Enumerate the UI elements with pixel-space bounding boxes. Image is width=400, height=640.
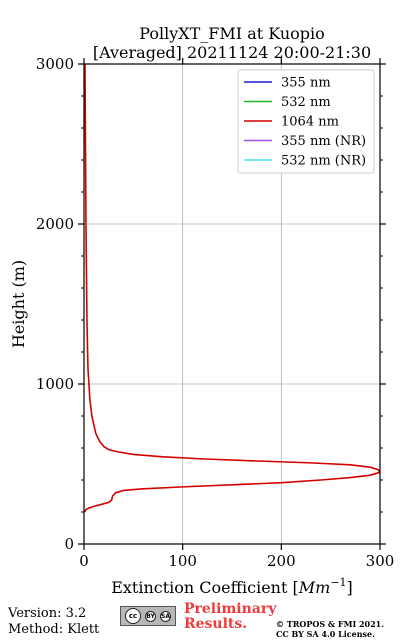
preliminary-line2: Results. (184, 616, 248, 632)
copyright-notice: © TROPOS & FMI 2021. CC BY SA 4.0 Licens… (276, 619, 384, 639)
preliminary-notice: Preliminary Results. (184, 602, 276, 632)
copyright-line2: CC BY SA 4.0 License. (276, 629, 375, 639)
y-tick-label: 3000 (36, 55, 74, 73)
chart-canvas: PollyXT_FMI at Kuopio [Averaged] 2021112… (9, 24, 395, 597)
method-text: Method: Klett (8, 622, 100, 637)
x-tick-label: 100 (168, 552, 197, 570)
preliminary-line1: Preliminary (184, 601, 277, 617)
legend-label: 1064 nm (281, 115, 339, 130)
y-axis-label: Height (m) (9, 260, 28, 348)
chart-title-line1: PollyXT_FMI at Kuopio (139, 24, 325, 43)
x-tick-label: 300 (366, 552, 395, 570)
sa-icon: SA (160, 610, 171, 622)
cc-icon: cc (125, 608, 141, 624)
legend-box (237, 69, 375, 174)
chart-title-line2: [Averaged] 20211124 20:00-21:30 (93, 43, 371, 62)
legend: 355 nm 532 nm 1064 nm 355 nm (NR) 532 nm (NR… (237, 69, 375, 174)
series-line-1064-nm (83, 63, 381, 513)
x-tick-label: 200 (267, 552, 296, 570)
version-info: Version: 3.2 Method: Klett (8, 606, 99, 638)
x-tick-label: 0 (79, 552, 89, 570)
cc-license-badge: cc BY SA (120, 606, 176, 626)
x-axis-label: Extinction Coefficient [Mm−1] (111, 576, 353, 597)
copyright-line1: © TROPOS & FMI 2021. (276, 619, 385, 629)
legend-label: 532 nm (NR) (281, 154, 366, 169)
y-tick-label: 0 (64, 535, 74, 553)
version-text: Version: 3.2 (8, 606, 87, 621)
plot-frame (83, 63, 381, 545)
y-tick-label: 2000 (36, 215, 74, 233)
legend-label: 355 nm (NR) (281, 134, 366, 149)
by-icon: BY (145, 610, 156, 622)
legend-label: 355 nm (281, 76, 331, 91)
legend-label: 532 nm (281, 95, 331, 110)
y-tick-label: 1000 (36, 375, 74, 393)
series-lines (83, 63, 381, 513)
